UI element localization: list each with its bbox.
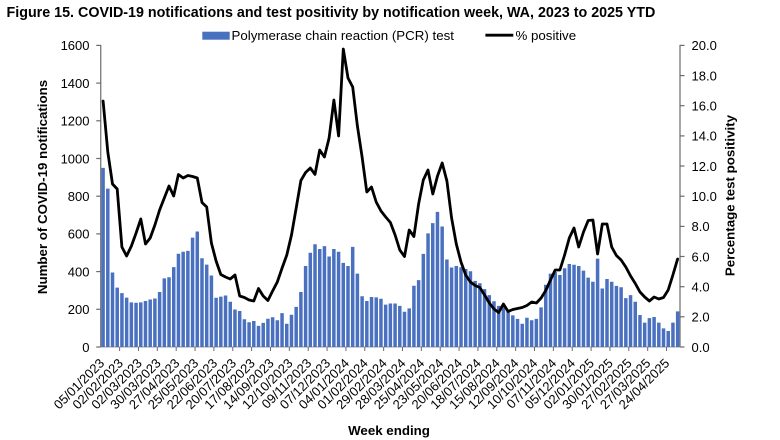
svg-text:2.0: 2.0 [692, 310, 710, 325]
svg-text:Week ending: Week ending [348, 423, 430, 438]
svg-text:0.0: 0.0 [692, 340, 710, 355]
svg-text:0: 0 [82, 340, 89, 355]
svg-text:400: 400 [68, 264, 90, 279]
svg-text:1200: 1200 [61, 114, 90, 129]
svg-text:14.0: 14.0 [692, 129, 717, 144]
svg-text:600: 600 [68, 227, 90, 242]
svg-text:6.0: 6.0 [692, 249, 710, 264]
svg-text:200: 200 [68, 302, 90, 317]
svg-text:10.0: 10.0 [692, 189, 717, 204]
svg-text:4.0: 4.0 [692, 280, 710, 295]
svg-text:18.0: 18.0 [692, 68, 717, 83]
svg-text:20.0: 20.0 [692, 38, 717, 53]
svg-text:1600: 1600 [61, 38, 90, 53]
svg-text:Polymerase chain reaction (PCR: Polymerase chain reaction (PCR) test [232, 28, 455, 43]
svg-text:8.0: 8.0 [692, 219, 710, 234]
svg-text:1000: 1000 [61, 151, 90, 166]
svg-text:800: 800 [68, 189, 90, 204]
svg-text:Number of COVID-19 notificatio: Number of COVID-19 notifications [35, 80, 50, 294]
svg-text:12.0: 12.0 [692, 159, 717, 174]
svg-text:1400: 1400 [61, 76, 90, 91]
svg-text:16.0: 16.0 [692, 99, 717, 114]
svg-text:Figure 15. COVID-19 notificati: Figure 15. COVID-19 notifications and te… [7, 5, 656, 21]
svg-text:% positive: % positive [516, 28, 577, 43]
svg-text:Percentage test positivity: Percentage test positivity [723, 114, 738, 276]
